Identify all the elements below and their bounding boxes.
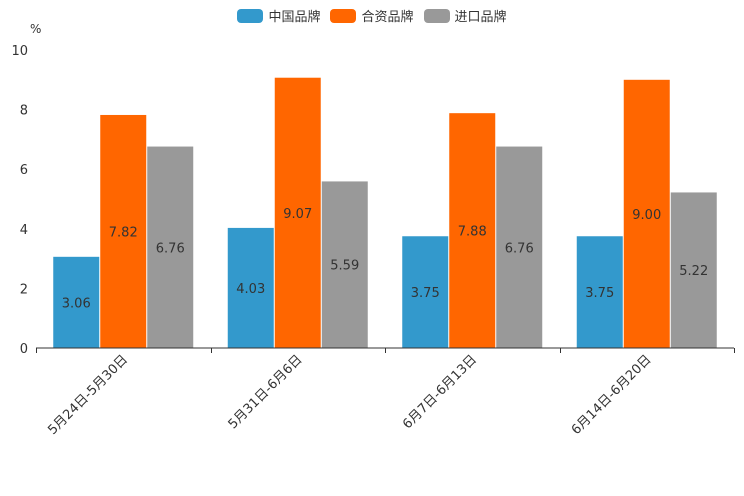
bar-s2-c0 [147,146,194,348]
bar-s0-c0 [53,256,100,348]
chart-legend: 中国品牌 合资品牌 进口品牌 [0,6,744,25]
bar-s0-c2 [402,236,449,348]
legend-item-joint-venture-brand[interactable]: 合资品牌 [330,6,414,25]
legend-item-china-brand[interactable]: 中国品牌 [237,6,320,25]
y-axis-unit-label: % [30,22,42,36]
legend-label-joint-venture-brand: 合资品牌 [361,10,414,25]
x-tick-label-0: 5月24日-5月30日 [45,352,131,438]
legend-swatch-joint-venture-brand [330,8,357,23]
legend-label-import-brand: 进口品牌 [454,10,507,25]
bar-s2-c2 [496,146,543,348]
y-tick-label-0: 0 [20,342,28,357]
bar-value-label-s1-c3: 9.00 [632,208,661,223]
bar-value-label-s0-c2: 3.75 [411,286,440,301]
bar-value-label-s2-c2: 6.76 [505,241,534,256]
y-tick-label-4: 8 [20,104,28,119]
bar-s1-c1 [274,77,321,349]
bar-s0-c1 [227,227,274,348]
bar-s2-c3 [670,192,717,348]
legend-swatch-china-brand [237,8,264,23]
bar-value-label-s0-c1: 4.03 [236,282,265,297]
y-tick-label-1: 2 [20,282,28,297]
bar-s1-c3 [623,79,670,349]
y-tick-label-5: 10 [11,44,28,59]
bar-value-label-s1-c0: 7.82 [109,225,138,240]
bar-value-label-s1-c1: 9.07 [283,207,312,222]
bar-value-label-s2-c0: 6.76 [156,241,185,256]
bar-s0-c3 [576,236,623,348]
bar-s1-c2 [449,113,496,349]
bar-value-label-s0-c0: 3.06 [62,296,91,311]
legend-label-china-brand: 中国品牌 [268,10,321,25]
x-tick-label-1: 5月31日-6月6日 [226,352,306,432]
y-tick-label-2: 4 [20,223,28,238]
bar-value-label-s1-c2: 7.88 [458,225,487,240]
x-tick-label-2: 6月7日-6月13日 [400,352,480,432]
bar-value-label-s2-c1: 5.59 [330,259,359,274]
x-tick-label-3: 6月14日-6月20日 [569,352,655,438]
bar-s1-c0 [100,114,147,349]
bar-s2-c1 [321,181,368,348]
bar-value-label-s2-c3: 5.22 [679,264,708,279]
legend-swatch-import-brand [423,8,450,23]
y-tick-label-3: 6 [20,163,28,178]
legend-item-import-brand[interactable]: 进口品牌 [423,6,507,25]
bar-value-label-s0-c3: 3.75 [585,286,614,301]
